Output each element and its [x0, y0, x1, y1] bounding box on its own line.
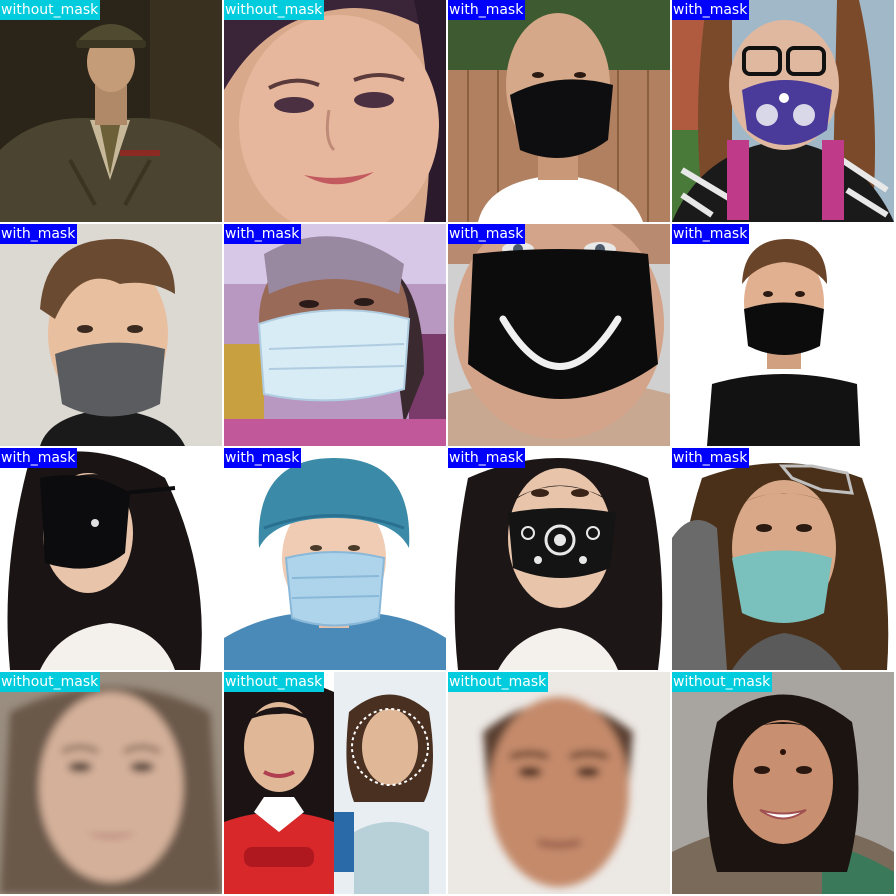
face-tile: without_mask — [0, 672, 222, 894]
face-tile: without_mask — [224, 0, 446, 222]
classification-label: with_mask — [672, 448, 750, 468]
face-tile: with_mask — [224, 448, 446, 670]
composite-male-photo — [448, 672, 670, 894]
face-tile: with_mask — [448, 224, 670, 446]
military-man-photo — [0, 0, 222, 222]
smile-mask-photo — [448, 224, 670, 446]
classification-label: without_mask — [448, 672, 549, 692]
classification-label: with_mask — [224, 448, 302, 468]
bandana-mask-photo — [448, 448, 670, 670]
face-tile: without_mask — [224, 672, 446, 894]
classification-label: without_mask — [0, 672, 101, 692]
woman-two-photos-photo — [224, 672, 446, 894]
face-tile: with_mask — [448, 0, 670, 222]
face-tile: without_mask — [672, 672, 894, 894]
face-tile: with_mask — [672, 448, 894, 670]
bald-man-mask-photo — [448, 0, 670, 222]
face-tile: with_mask — [672, 0, 894, 222]
face-tile: with_mask — [224, 224, 446, 446]
composite-female-photo — [0, 672, 222, 894]
classification-label: without_mask — [224, 672, 325, 692]
smiling-woman-photo — [672, 672, 894, 894]
face-tile: with_mask — [448, 448, 670, 670]
classification-label: with_mask — [448, 0, 526, 20]
face-tile: without_mask — [0, 0, 222, 222]
classification-label: with_mask — [448, 224, 526, 244]
classification-label: without_mask — [672, 672, 773, 692]
surgical-mask-elderly-photo — [224, 224, 446, 446]
grey-mask-photo — [0, 224, 222, 446]
woman-respirator-photo — [672, 0, 894, 222]
classification-label: with_mask — [672, 224, 750, 244]
face-tile: with_mask — [0, 224, 222, 446]
classification-label: with_mask — [0, 448, 78, 468]
classification-label: with_mask — [224, 224, 302, 244]
young-man-mask-photo — [672, 224, 894, 446]
surgical-cap-mask-photo — [224, 448, 446, 670]
classification-label: with_mask — [672, 0, 750, 20]
face-tile: without_mask — [448, 672, 670, 894]
woman-closeup-photo — [224, 0, 446, 222]
classification-label: with_mask — [0, 224, 78, 244]
teal-mask-photo — [672, 448, 894, 670]
classification-label: without_mask — [0, 0, 101, 20]
woman-black-mask-photo — [0, 448, 222, 670]
face-tile: with_mask — [672, 224, 894, 446]
classification-label: with_mask — [448, 448, 526, 468]
classification-label: without_mask — [224, 0, 325, 20]
face-tile: with_mask — [0, 448, 222, 670]
